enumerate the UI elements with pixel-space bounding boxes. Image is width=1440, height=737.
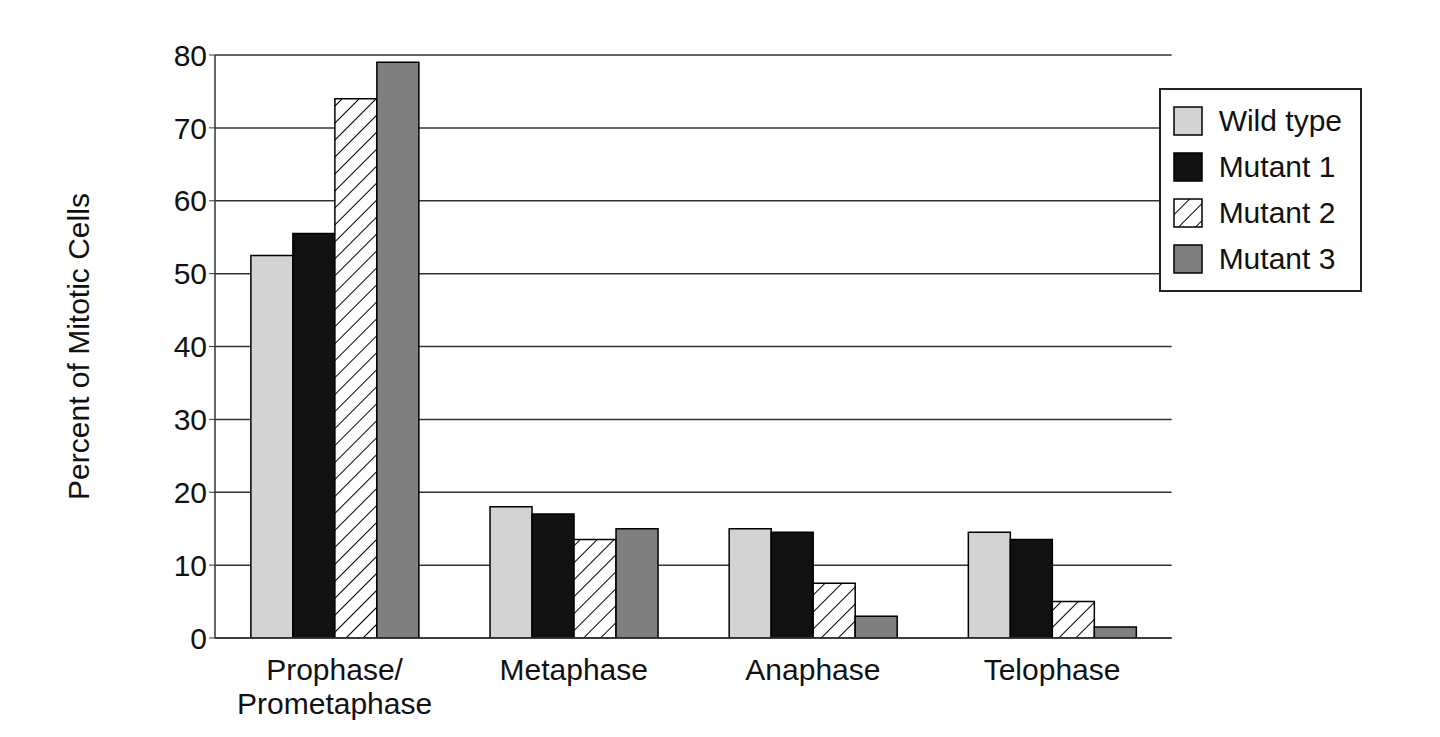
svg-text:Prophase/Prometaphase: Prophase/Prometaphase — [237, 653, 432, 720]
svg-text:10: 10 — [174, 549, 207, 582]
svg-text:0: 0 — [190, 622, 207, 655]
svg-text:Telophase: Telophase — [984, 653, 1121, 686]
svg-text:Percent of Mitotic Cells: Percent of Mitotic Cells — [62, 193, 95, 500]
svg-text:Metaphase: Metaphase — [500, 653, 648, 686]
svg-text:60: 60 — [174, 184, 207, 217]
html-text:Mutant 2: Mutant 2 — [1218, 196, 1336, 229]
svg-text:40: 40 — [174, 330, 207, 363]
svg-text:30: 30 — [174, 403, 207, 436]
svg-text:70: 70 — [174, 112, 207, 145]
svg-text:80: 80 — [174, 39, 207, 72]
svg-text:Anaphase: Anaphase — [745, 653, 880, 686]
svg-text:50: 50 — [174, 257, 207, 290]
html-text:Mutant 1: Mutant 1 — [1218, 150, 1336, 183]
html-text:Wild type: Wild type — [1218, 104, 1342, 137]
svg-text:20: 20 — [174, 476, 207, 509]
html-text:Mutant 3: Mutant 3 — [1218, 242, 1336, 275]
